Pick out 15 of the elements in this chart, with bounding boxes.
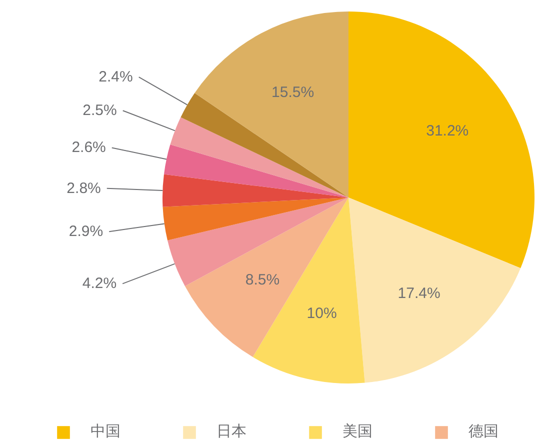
data-label: 8.5% <box>245 271 280 288</box>
legend-label: 德国 <box>468 422 498 441</box>
legend-label: 日本 <box>216 422 246 441</box>
data-label: 2.5% <box>82 102 117 120</box>
data-label: 2.9% <box>68 223 104 240</box>
data-label: 2.4% <box>98 68 133 86</box>
data-label: 17.4% <box>398 284 440 302</box>
data-label: 15.5% <box>272 84 314 101</box>
data-label: 2.8% <box>66 180 101 197</box>
data-label: 31.2% <box>426 122 469 140</box>
legend-label: 美国 <box>342 422 372 441</box>
data-label: 2.6% <box>72 139 106 156</box>
legend-label: 中国 <box>90 422 120 441</box>
data-label: 10% <box>306 305 337 322</box>
data-label: 4.2% <box>82 275 117 292</box>
